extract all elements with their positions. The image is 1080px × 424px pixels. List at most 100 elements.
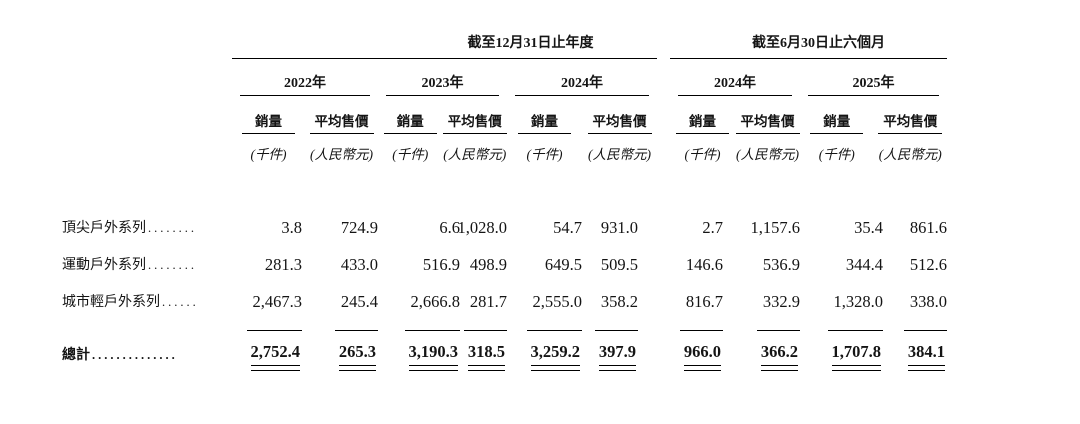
section-gap: [657, 76, 670, 96]
double-rule: [408, 365, 458, 371]
total-value-cell: 397.9: [594, 330, 638, 371]
price-column-header: 平均售價: [442, 115, 507, 134]
price-column-header: 平均售價: [587, 115, 652, 134]
volume-column-header: 銷量: [242, 115, 295, 134]
value-cell: 2,666.8: [410, 292, 461, 311]
year-header-row: 2022年 2023年 2024年 2024年 2025年: [62, 59, 947, 96]
value-cell: 332.9: [762, 292, 800, 311]
year-header-2022: 2022年: [232, 76, 378, 96]
value-cell: 649.5: [544, 255, 582, 274]
measure-pair-2023: 銷量 平均售價: [378, 115, 507, 134]
total-value-cell: 2,752.4: [246, 330, 302, 371]
leader-dots: ........: [148, 258, 197, 272]
total-value-cell: 384.1: [903, 330, 947, 371]
double-rule: [467, 365, 505, 371]
value-cell: 1,157.6: [750, 218, 801, 237]
value-cell: 433.0: [340, 255, 378, 274]
year-underline: [808, 95, 939, 96]
double-rule: [338, 365, 376, 371]
measure-pair-2024: 銷量 平均售價: [507, 115, 657, 134]
value-cell: 861.6: [909, 218, 947, 237]
period-annual-title: 截至12月31日止年度: [467, 36, 594, 51]
total-value-cell: 3,259.2: [526, 330, 582, 371]
year-header-2024: 2024年: [507, 76, 657, 96]
value-cell: 281.7: [469, 292, 507, 311]
label-column-spacer: [62, 36, 232, 59]
period-header-interim: 截至6月30日止六個月: [670, 36, 947, 59]
measure-pair-2025: 銷量 平均售價: [800, 115, 947, 134]
value-cell: 724.9: [340, 218, 378, 237]
value-cell: 358.2: [600, 292, 638, 311]
value-cell: 498.9: [469, 255, 507, 274]
row-sport-outdoor-series: 運動戶外系列........ 281.3 433.0 516.9 498.9 6…: [62, 256, 947, 273]
value-cell: 245.4: [340, 292, 378, 311]
value-cell: 509.5: [600, 255, 638, 274]
value-cell: 2.7: [702, 218, 723, 237]
total-value-cell: 265.3: [334, 330, 378, 371]
value-cell: 512.6: [909, 255, 947, 274]
year-header-2023: 2023年: [378, 76, 507, 96]
price-unit-label: (人民幣元): [878, 147, 942, 162]
year-underline: [240, 95, 370, 96]
label-column-spacer: [62, 148, 232, 162]
section-gap: [657, 148, 670, 162]
total-value-cell: 318.5: [463, 330, 507, 371]
double-rule: [907, 365, 945, 371]
double-rule: [250, 365, 300, 371]
value-cell: 146.6: [685, 255, 723, 274]
total-value-cell: 1,707.8: [827, 330, 883, 371]
value-cell: 6.6: [439, 218, 460, 237]
price-unit-label: (人民幣元): [310, 147, 373, 162]
price-column-header: 平均售價: [878, 115, 943, 134]
volume-unit-label: (千件): [818, 147, 855, 162]
year-header-2024-interim: 2024年: [670, 76, 800, 96]
price-column-header: 平均售價: [309, 115, 374, 134]
price-unit-label: (人民幣元): [736, 147, 799, 162]
period-interim-title: 截至6月30日止六個月: [752, 36, 885, 51]
leader-dots: ........: [148, 221, 197, 235]
row-label: 城市輕戶外系列: [62, 295, 160, 310]
total-value-cell: 3,190.3: [404, 330, 460, 371]
label-column-spacer: [62, 115, 232, 134]
year-underline: [515, 95, 649, 96]
value-cell: 344.4: [845, 255, 883, 274]
double-rule: [760, 365, 798, 371]
unit-row: (千件) (人民幣元) (千件) (人民幣元) (千件) (人民幣元) (千件)…: [62, 148, 947, 162]
price-unit-label: (人民幣元): [588, 147, 651, 162]
volume-column-header: 銷量: [383, 115, 437, 134]
value-cell: 338.0: [909, 292, 947, 311]
row-label: 頂尖戶外系列: [62, 221, 146, 236]
volume-column-header: 銷量: [676, 115, 729, 134]
double-rule: [598, 365, 636, 371]
value-cell: 1,028.0: [457, 218, 508, 237]
volume-unit-label: (千件): [250, 147, 287, 162]
row-label: 運動戶外系列: [62, 258, 146, 273]
year-underline: [678, 95, 792, 96]
total-value-cell: 966.0: [679, 330, 723, 371]
double-rule: [831, 365, 881, 371]
section-gap: [657, 115, 670, 134]
value-cell: 2,467.3: [252, 292, 303, 311]
double-rule: [683, 365, 721, 371]
row-top-outdoor-series: 頂尖戶外系列........ 3.8 724.9 6.6 1,028.0 54.…: [62, 219, 947, 236]
price-unit-label: (人民幣元): [443, 147, 507, 162]
value-cell: 2,555.0: [532, 292, 583, 311]
total-row-label: 總計..............: [62, 348, 178, 363]
total-value-cell: 366.2: [756, 330, 800, 371]
volume-unit-label: (千件): [684, 147, 721, 162]
value-cell: 816.7: [685, 292, 723, 311]
label-column-spacer: [62, 76, 232, 96]
value-cell: 536.9: [762, 255, 800, 274]
row-urban-light-outdoor-series: 城市輕戶外系列...... 2,467.3 245.4 2,666.8 281.…: [62, 293, 947, 310]
volume-column-header: 銷量: [518, 115, 571, 134]
value-cell: 931.0: [600, 218, 638, 237]
value-cell: 516.9: [422, 255, 460, 274]
value-cell: 281.3: [264, 255, 302, 274]
leader-dots: ......: [162, 295, 199, 309]
price-column-header: 平均售價: [735, 115, 800, 134]
leader-dots: ..............: [92, 348, 178, 362]
total-row: 總計.............. 2,752.4 265.3 3,190.3 3…: [62, 330, 947, 378]
measure-header-row: 銷量 平均售價 銷量 平均售價 銷量 平均售價 銷量 平均售價 銷量 平均售價: [62, 96, 947, 134]
value-cell: 35.4: [854, 218, 883, 237]
